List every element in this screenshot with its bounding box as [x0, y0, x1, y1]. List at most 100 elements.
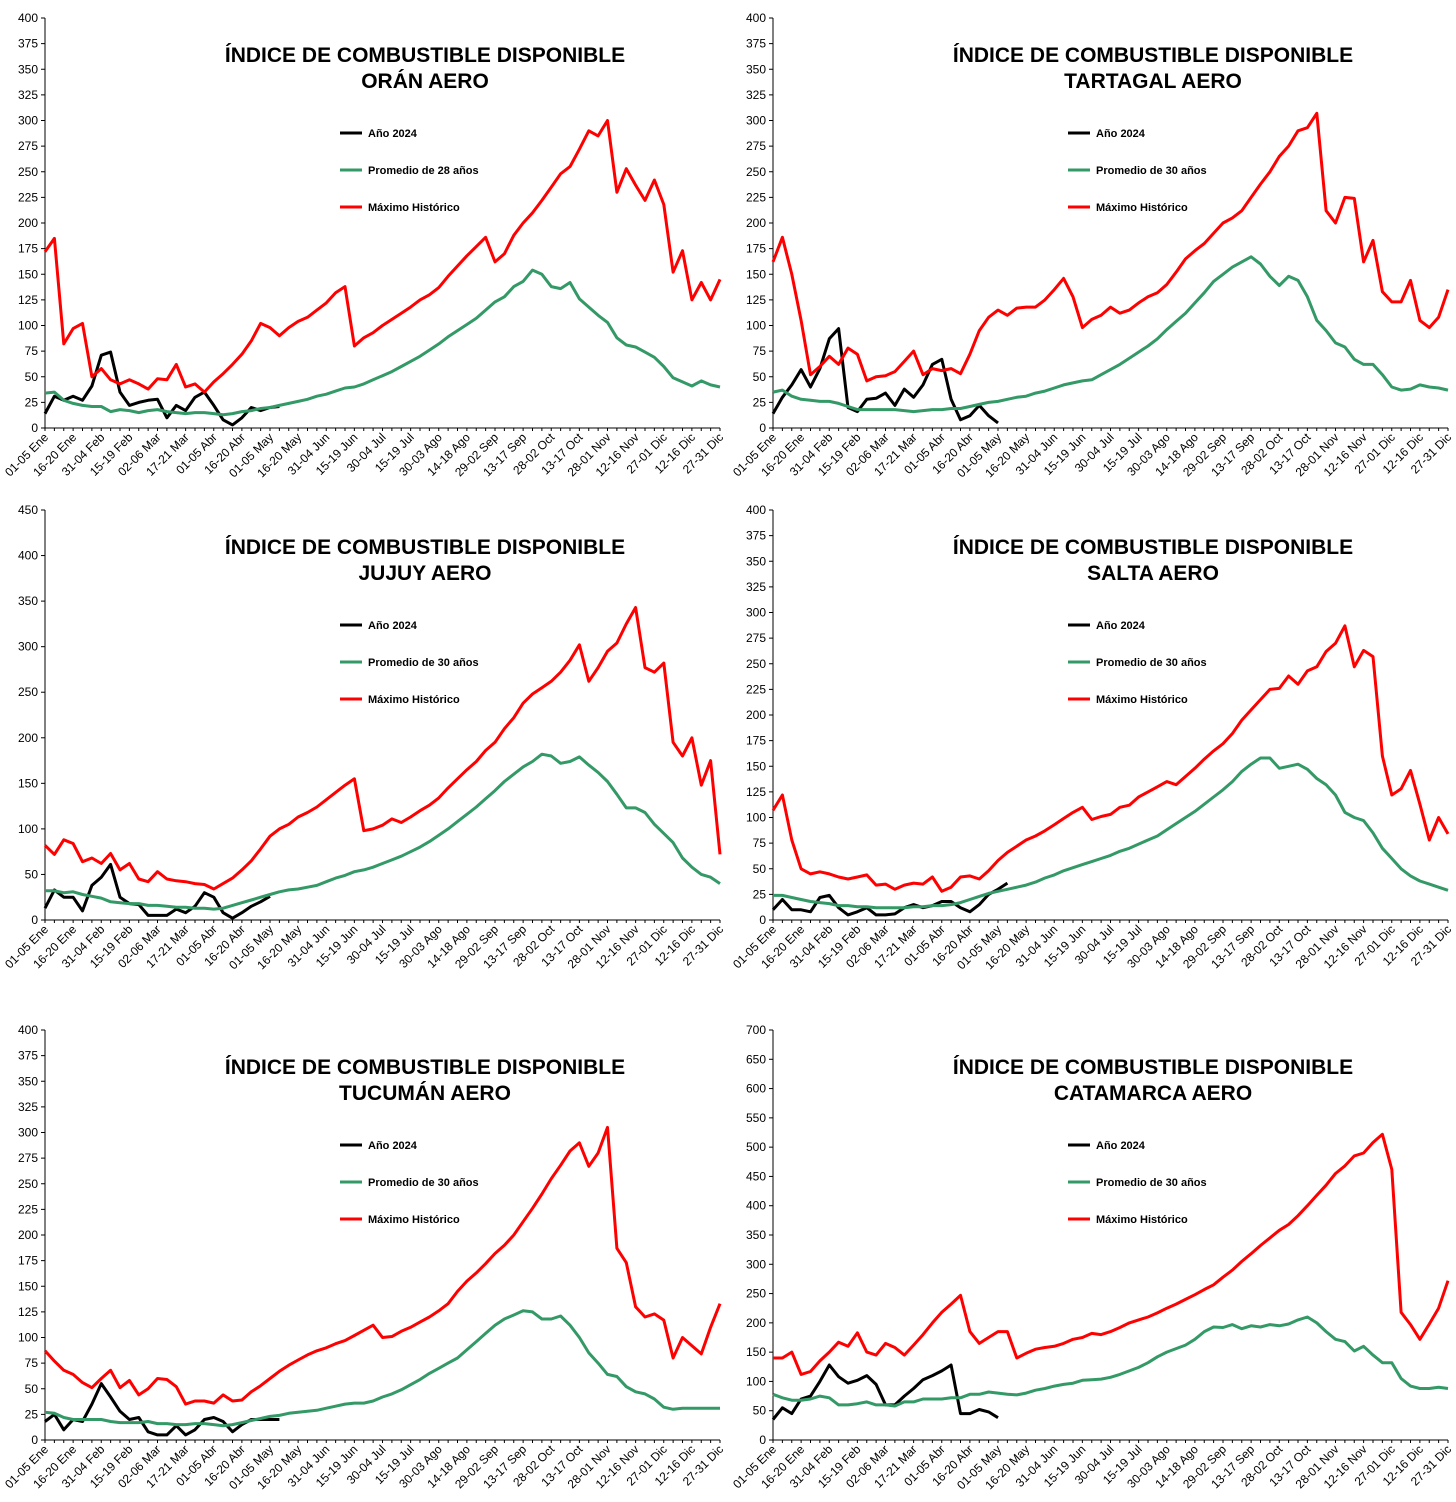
y-tick-label: 150 [18, 267, 38, 281]
legend-label: Máximo Histórico [1096, 1214, 1188, 1226]
legend-label: Promedio de 30 años [368, 1177, 479, 1189]
legend-label: Promedio de 30 años [368, 657, 479, 669]
y-tick-label: 150 [18, 776, 38, 790]
line-series [771, 327, 999, 425]
y-tick-label: 50 [25, 867, 39, 881]
y-tick-label: 25 [753, 887, 767, 901]
y-tick-label: 450 [746, 1169, 766, 1183]
line-series [43, 350, 280, 427]
y-tick-label: 0 [759, 913, 766, 927]
y-tick-label: 50 [25, 370, 39, 384]
line-series [43, 119, 722, 394]
y-tick-label: 75 [25, 344, 39, 358]
y-tick-label: 250 [18, 685, 38, 699]
y-tick-label: 200 [746, 216, 766, 230]
y-tick-label: 200 [18, 1228, 38, 1242]
y-tick-label: 150 [746, 267, 766, 281]
y-tick-label: 500 [746, 1140, 766, 1154]
chart-subtitle: JUJUY AERO [358, 562, 491, 585]
y-tick-label: 175 [18, 242, 38, 256]
y-tick-label: 50 [753, 1404, 767, 1418]
y-tick-label: 50 [25, 1382, 39, 1396]
y-tick-label: 125 [746, 293, 766, 307]
legend-label: Promedio de 30 años [1096, 165, 1207, 177]
y-tick-label: 350 [18, 62, 38, 76]
y-tick-label: 225 [746, 682, 766, 696]
y-tick-label: 350 [18, 594, 38, 608]
y-tick-label: 200 [18, 731, 38, 745]
y-tick-label: 350 [746, 62, 766, 76]
y-tick-label: 250 [746, 657, 766, 671]
chart-title: ÍNDICE DE COMBUSTIBLE DISPONIBLE [225, 1056, 625, 1079]
y-tick-label: 125 [18, 1305, 38, 1319]
y-tick-label: 250 [746, 1287, 766, 1301]
y-tick-label: 350 [746, 1228, 766, 1242]
line-series [44, 1309, 720, 1428]
legend-label: Promedio de 28 años [368, 165, 479, 177]
y-tick-label: 325 [18, 1100, 38, 1114]
legend-label: Año 2024 [1096, 128, 1146, 140]
line-series [773, 756, 1449, 910]
y-tick-label: 50 [753, 862, 767, 876]
line-series [44, 1382, 280, 1437]
y-tick-label: 375 [18, 1049, 38, 1063]
y-tick-label: 175 [746, 734, 766, 748]
y-tick-label: 75 [753, 344, 767, 358]
chart-subtitle: ORÁN AERO [361, 70, 489, 93]
y-tick-label: 25 [25, 395, 39, 409]
y-tick-label: 100 [746, 1374, 766, 1388]
chart-subtitle: TUCUMÁN AERO [339, 1082, 511, 1105]
y-tick-label: 650 [746, 1052, 766, 1066]
y-tick-label: 200 [746, 1316, 766, 1330]
y-tick-label: 75 [25, 1356, 39, 1370]
line-series [771, 881, 1009, 917]
y-tick-label: 100 [746, 319, 766, 333]
y-tick-label: 250 [746, 165, 766, 179]
line-series [772, 255, 1449, 414]
y-tick-label: 225 [18, 1202, 38, 1216]
y-tick-label: 100 [746, 811, 766, 825]
y-tick-label: 300 [746, 114, 766, 128]
legend-label: Promedio de 30 años [1096, 657, 1207, 669]
line-series [771, 111, 1450, 383]
y-tick-label: 300 [18, 114, 38, 128]
y-tick-label: 300 [18, 1126, 38, 1140]
y-tick-label: 700 [746, 1023, 766, 1037]
chart-subtitle: CATAMARCA AERO [1054, 1082, 1252, 1105]
y-tick-label: 250 [18, 1177, 38, 1191]
y-tick-label: 400 [746, 11, 766, 25]
chart-subtitle: SALTA AERO [1087, 562, 1219, 585]
y-tick-label: 300 [18, 640, 38, 654]
y-tick-label: 600 [746, 1082, 766, 1096]
y-tick-label: 375 [746, 529, 766, 543]
chart-title: ÍNDICE DE COMBUSTIBLE DISPONIBLE [953, 44, 1353, 67]
legend-label: Año 2024 [368, 1140, 418, 1152]
legend-label: Año 2024 [368, 128, 418, 140]
y-tick-label: 275 [746, 139, 766, 153]
y-tick-label: 400 [18, 1023, 38, 1037]
y-tick-label: 250 [18, 165, 38, 179]
legend-label: Máximo Histórico [368, 1214, 460, 1226]
line-series [772, 1315, 1449, 1408]
y-tick-label: 225 [746, 190, 766, 204]
y-tick-label: 325 [746, 88, 766, 102]
line-series [43, 1125, 722, 1406]
line-series [771, 624, 1450, 893]
line-series [43, 862, 271, 920]
y-tick-label: 450 [18, 503, 38, 517]
legend-label: Máximo Histórico [368, 694, 460, 706]
y-tick-label: 350 [18, 1074, 38, 1088]
y-tick-label: 25 [25, 1407, 39, 1421]
chart-title: ÍNDICE DE COMBUSTIBLE DISPONIBLE [953, 1056, 1353, 1079]
y-tick-label: 150 [18, 1279, 38, 1293]
y-tick-label: 150 [746, 759, 766, 773]
chart-title: ÍNDICE DE COMBUSTIBLE DISPONIBLE [953, 536, 1353, 559]
y-tick-label: 0 [31, 421, 38, 435]
y-tick-label: 25 [753, 395, 767, 409]
chart-title: ÍNDICE DE COMBUSTIBLE DISPONIBLE [225, 536, 625, 559]
y-tick-label: 225 [18, 190, 38, 204]
y-tick-label: 325 [746, 580, 766, 594]
y-tick-label: 300 [746, 606, 766, 620]
